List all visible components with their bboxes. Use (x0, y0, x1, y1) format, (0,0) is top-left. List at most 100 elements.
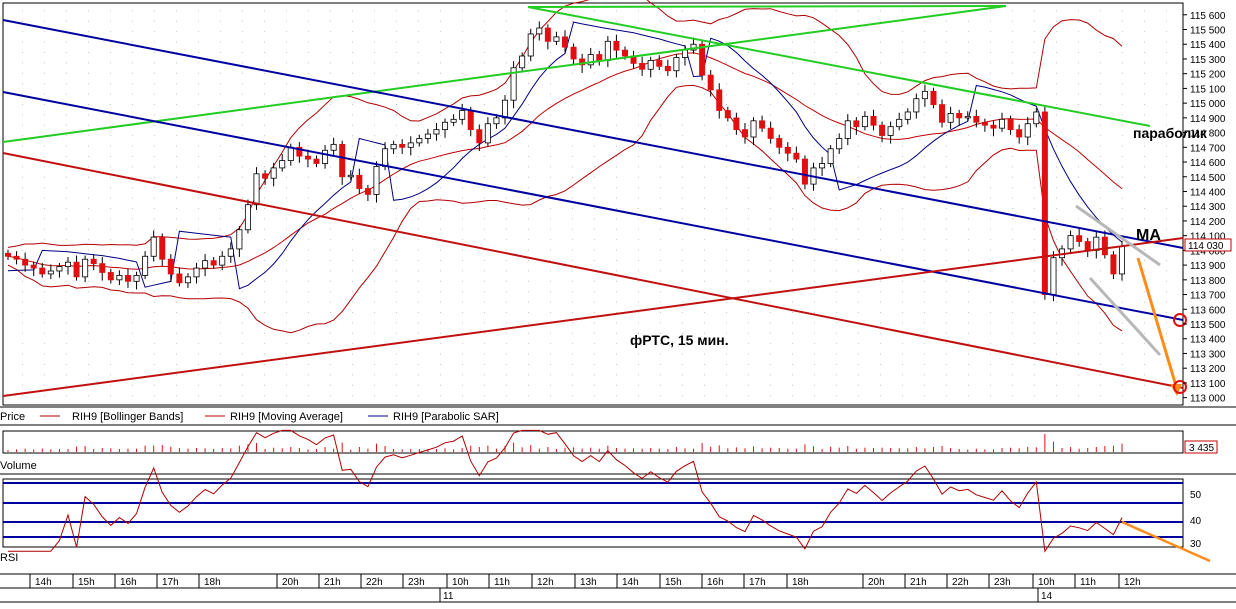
price-tick-label: 115 600 (1190, 11, 1226, 22)
price-tick-label: 113 000 (1190, 394, 1226, 405)
hour-label: 18h (792, 577, 809, 588)
price-tick-label: 113 100 (1190, 379, 1226, 390)
candle-body (596, 54, 603, 61)
rsi-levels (3, 482, 1183, 538)
candle-body (107, 272, 114, 281)
candle-body (776, 138, 783, 148)
rsi-pane (2, 478, 1184, 548)
candle-body (1119, 245, 1126, 275)
candle-body (244, 204, 251, 231)
grey-arrow-2 (1088, 276, 1162, 357)
candle-body (784, 146, 791, 154)
legend-ma: RIH9 [Moving Average] (230, 411, 343, 423)
candle-body (433, 129, 440, 135)
candle-body (621, 49, 628, 57)
candle-body (167, 258, 174, 275)
candle-body (673, 57, 680, 72)
price-tick-label: 115 300 (1190, 55, 1226, 66)
candle-body (202, 260, 209, 269)
candle-body (861, 115, 868, 128)
hour-label: 17h (749, 577, 766, 588)
candle-body (1041, 111, 1048, 295)
candle-body (519, 55, 526, 69)
candle-body (287, 146, 294, 161)
hour-label: 21h (910, 577, 927, 588)
candle-body (236, 229, 243, 250)
candle-body (304, 155, 311, 160)
candle-body (373, 166, 380, 195)
candle-body (759, 120, 766, 129)
candle-body (587, 54, 594, 66)
candle-body (699, 43, 706, 76)
hour-label: 10h (1038, 577, 1055, 588)
candle-body (956, 113, 963, 119)
price-tick-label: 113 500 (1190, 320, 1226, 331)
price-tick-label: 114 800 (1190, 129, 1226, 140)
candle-body (1024, 123, 1031, 138)
candle-body (981, 121, 988, 126)
candle-body (793, 152, 800, 160)
hour-label: 10h (452, 577, 469, 588)
hour-label: 22h (952, 577, 969, 588)
red-descending-line (2, 152, 1184, 389)
candle-body (459, 110, 466, 120)
candle-body (424, 133, 431, 139)
price-tick-label: 113 700 (1190, 291, 1226, 302)
day-label: 11 (443, 591, 454, 602)
legend: Price RIH9 [Bollinger Bands] RIH9 [Movin… (0, 406, 1236, 426)
candle-body (262, 173, 269, 179)
price-tick-label: 114 000 (1190, 246, 1226, 257)
candle-body (322, 149, 329, 164)
candle-body (13, 255, 20, 260)
rsi-line (8, 429, 1123, 553)
candle-body (930, 90, 937, 106)
candle-body (990, 124, 997, 129)
candle-body (493, 117, 500, 125)
hour-label: 20h (868, 577, 885, 588)
candle-body (896, 118, 903, 128)
legend-volume: Volume (0, 460, 37, 472)
candle-body (827, 148, 834, 164)
candle-body (347, 174, 354, 178)
hour-label: 14h (622, 577, 639, 588)
hour-label: 16h (120, 577, 137, 588)
candle-body (604, 40, 611, 61)
hour-label: 13h (580, 577, 597, 588)
candle-body (476, 129, 483, 144)
candle-body (681, 49, 688, 58)
candle-body (116, 275, 123, 281)
blue-upper-line (2, 19, 1184, 249)
legend-bb: RIH9 [Bollinger Bands] (72, 411, 183, 423)
candle-body (741, 129, 748, 138)
candle-body (279, 160, 286, 169)
candle-body (330, 143, 337, 151)
hour-label: 21h (324, 577, 341, 588)
target-circle-2 (1173, 380, 1187, 394)
candle-body (219, 255, 226, 266)
candle-body (1101, 236, 1108, 256)
candle-body (176, 273, 183, 284)
price-tick-label: 114 700 (1190, 143, 1226, 154)
last-price-label: 114 030 (1188, 241, 1224, 252)
candle-body (270, 167, 277, 179)
candle-body (973, 115, 980, 123)
price-tick-label: 113 400 (1190, 335, 1226, 346)
price-pane (2, 2, 1184, 406)
price-tick-label: 115 100 (1190, 84, 1226, 95)
chart-subtitle: фРТС, 15 мин. (630, 332, 729, 348)
hour-label: 15h (665, 577, 682, 588)
candle-body (570, 46, 577, 60)
candle-body (73, 261, 80, 278)
day-label: 14 (1041, 591, 1053, 602)
candle-body (1067, 235, 1074, 250)
candle-body (870, 115, 877, 126)
candle-body (836, 138, 843, 150)
legend-rsi: RSI (0, 552, 18, 564)
price-tick-label: 115 500 (1190, 26, 1226, 37)
candle-body (502, 99, 509, 119)
candle-body (750, 120, 757, 138)
candle-body (510, 67, 517, 101)
candle-body (733, 117, 740, 131)
candle-body (450, 118, 457, 123)
